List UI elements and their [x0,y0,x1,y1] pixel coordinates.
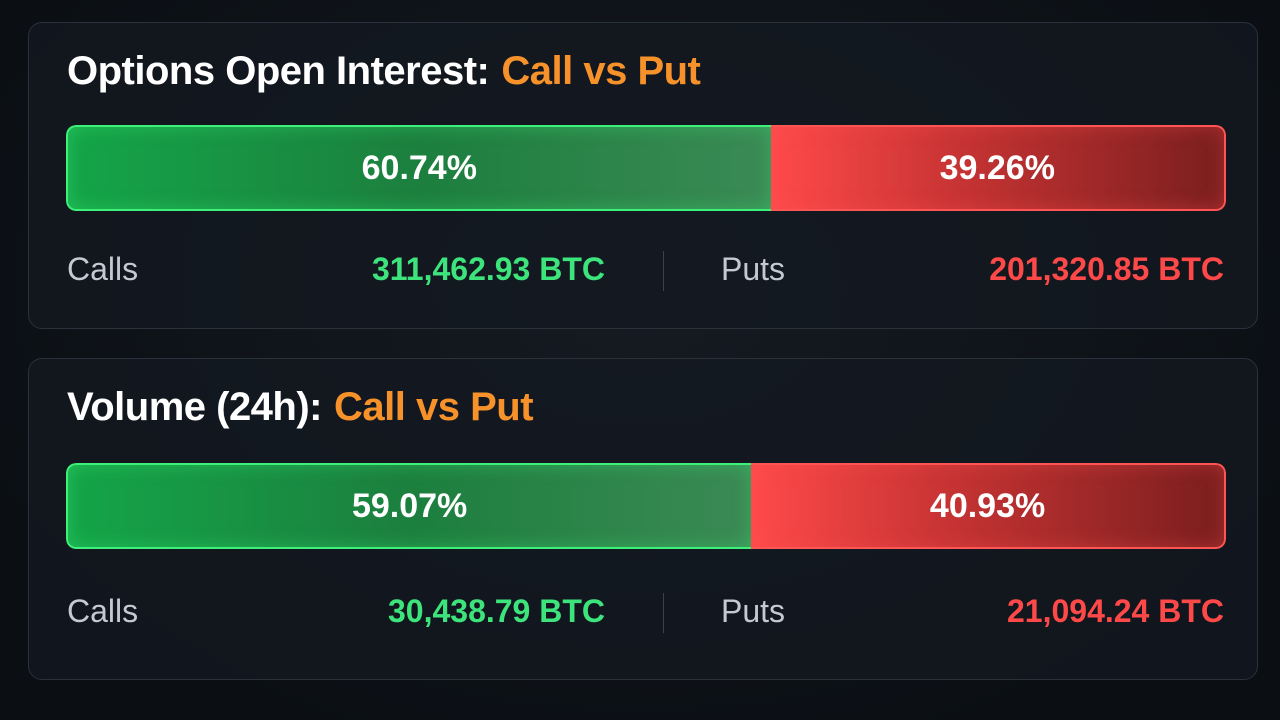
calls-label: Calls [67,251,139,287]
panel-title: Options Open Interest: Call vs Put [67,49,701,94]
puts-label: Puts [721,251,786,287]
stats-row: Calls 311,462.93 BTC Puts 201,320.85 BTC [29,251,1257,291]
panel: Options Open Interest: Call vs Put 60.74% 3… [28,22,1258,329]
calls-label: Calls [67,593,139,629]
ratio-bar: 60.74% 39.26% [66,125,1226,211]
puts-value: 201,320.85 BTC [989,251,1224,287]
put-segment: 40.93% [751,463,1226,549]
ratio-bar: 59.07% 40.93% [66,463,1226,549]
call-segment: 59.07% [66,463,752,549]
panel: Volume (24h): Call vs Put 59.07% 40.93% Call… [28,358,1258,680]
call-segment: 60.74% [66,125,771,211]
put-segment: 39.26% [770,125,1226,211]
puts-value: 21,094.24 BTC [1006,593,1224,629]
calls-value: 311,462.93 BTC [371,251,605,287]
puts-label: Puts [721,593,786,629]
stats-row: Calls 30,438.79 BTC Puts 21,094.24 BTC [29,593,1257,633]
title-highlight: Call vs Put [334,385,534,429]
calls-value: 30,438.79 BTC [387,593,605,629]
title-text: Volume (24h): [67,385,323,429]
divider [663,593,664,633]
title-highlight: Call vs Put [501,49,701,93]
divider [663,251,664,291]
panel-title: Volume (24h): Call vs Put [67,385,534,430]
title-text: Options Open Interest: [67,49,490,93]
